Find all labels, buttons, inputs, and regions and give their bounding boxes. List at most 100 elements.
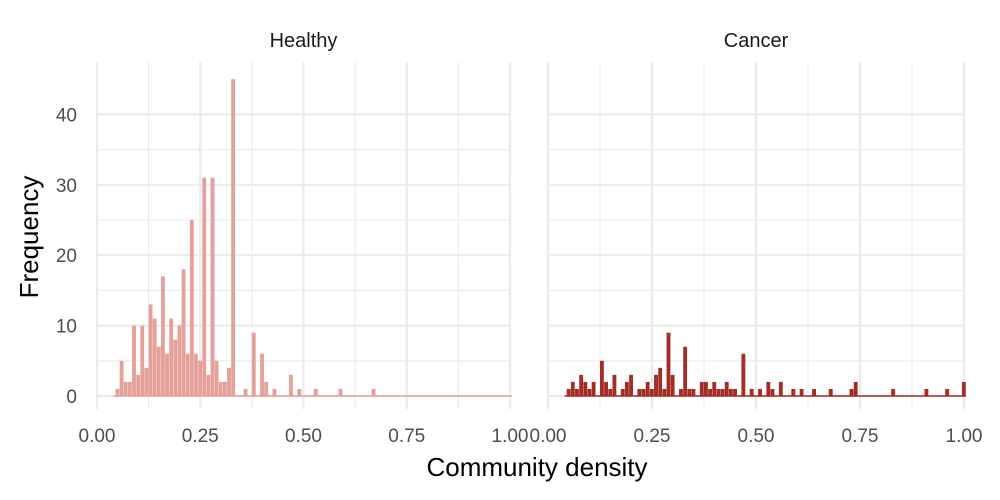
facet-strip-label: Cancer xyxy=(724,30,789,52)
histogram-bar xyxy=(177,325,182,396)
histogram-bar xyxy=(828,388,833,396)
x-tick-label: 0.75 xyxy=(842,426,879,447)
histogram-bar xyxy=(189,220,194,396)
histogram-bar xyxy=(799,388,804,396)
histogram-bar xyxy=(724,381,729,396)
histogram-bar xyxy=(691,388,696,396)
histogram-bar xyxy=(132,325,136,396)
histogram-bar xyxy=(127,381,132,396)
histogram-bar xyxy=(227,367,231,396)
histogram-bar xyxy=(791,388,796,396)
histogram-bar xyxy=(945,388,950,396)
histogram-bar xyxy=(670,374,675,396)
histogram-bar xyxy=(144,367,149,396)
y-tick-label: 30 xyxy=(56,176,77,197)
histogram-bar xyxy=(161,276,165,396)
histogram-bar xyxy=(687,388,692,396)
histogram-bar xyxy=(924,388,929,396)
y-tick-label: 10 xyxy=(56,317,77,338)
histogram-bar xyxy=(587,388,592,396)
histogram-bar xyxy=(728,388,733,396)
histogram-bar xyxy=(666,332,671,396)
histogram-bar xyxy=(243,388,248,396)
histogram-bar xyxy=(194,353,198,396)
histogram-bar xyxy=(272,388,277,396)
y-tick-label: 20 xyxy=(56,246,77,267)
histogram-bar xyxy=(658,367,663,396)
histogram-bar xyxy=(591,381,596,396)
histogram-bar xyxy=(645,381,650,396)
histogram-bar xyxy=(662,388,667,396)
x-tick-label: 0.50 xyxy=(738,426,775,447)
histogram-bar xyxy=(624,381,629,396)
histogram-bar xyxy=(202,177,207,396)
histogram-bar xyxy=(612,374,617,396)
x-tick-label: 0.50 xyxy=(285,426,322,447)
histogram-bar xyxy=(173,339,178,396)
histogram-bar xyxy=(641,388,646,396)
histogram-bar xyxy=(338,388,343,396)
histogram-bar xyxy=(629,374,633,396)
histogram-bar xyxy=(185,353,190,396)
histogram-bar xyxy=(649,388,654,396)
facet-strip-label: Healthy xyxy=(270,30,338,52)
histogram-bar xyxy=(260,353,264,396)
histogram-bar xyxy=(766,381,771,396)
x-tick-label: 0.25 xyxy=(634,426,671,447)
panel-cancer: Cancer 0.00 0.25 0.50 0.75 1.00 xyxy=(530,30,983,447)
histogram-bar xyxy=(778,381,783,396)
histogram-bar xyxy=(165,353,169,396)
histogram-bar xyxy=(251,332,256,396)
x-tick-label: 1.00 xyxy=(492,426,529,447)
histogram-bar xyxy=(712,381,717,396)
histogram-bar xyxy=(119,360,124,396)
histogram-bar xyxy=(679,388,683,396)
histogram-bar xyxy=(115,388,120,396)
histogram-bar xyxy=(583,381,588,396)
histogram-bar xyxy=(891,388,896,396)
histogram-bar xyxy=(749,388,754,396)
x-tick-label: 0.00 xyxy=(79,426,116,447)
histogram-bar xyxy=(264,381,269,396)
histogram-bar xyxy=(198,360,203,396)
histogram-bar xyxy=(148,304,153,396)
histogram-bar xyxy=(570,381,575,396)
histogram-bar xyxy=(210,177,215,396)
histogram-bar xyxy=(849,388,854,396)
histogram-bar xyxy=(699,381,704,396)
histogram-bar xyxy=(704,381,708,396)
y-tick-label: 40 xyxy=(56,105,77,126)
x-tick-label: 0.75 xyxy=(388,426,425,447)
histogram-bar xyxy=(371,388,376,396)
histogram-bar xyxy=(770,388,775,396)
histogram-bar xyxy=(575,388,579,396)
histogram-bar xyxy=(608,388,613,396)
histogram-bar xyxy=(853,381,858,396)
histogram-bar xyxy=(637,388,642,396)
histogram-bar xyxy=(206,374,211,396)
histogram-bar xyxy=(152,318,157,396)
histogram-bar xyxy=(566,388,571,396)
x-tick-label: 1.00 xyxy=(946,426,983,447)
histogram-bar xyxy=(716,388,721,396)
histogram-bar xyxy=(600,360,604,396)
histogram-bar xyxy=(231,79,236,396)
histogram-bar xyxy=(604,381,609,396)
histogram-bar xyxy=(181,269,186,396)
histogram-bar xyxy=(579,374,584,396)
y-axis-title: Frequency xyxy=(14,176,44,299)
histogram-bar xyxy=(136,374,141,396)
histogram-bar xyxy=(758,388,762,396)
histogram-bar xyxy=(733,388,737,396)
y-tick-label: 0 xyxy=(66,387,77,408)
x-axis-title: Community density xyxy=(426,452,647,482)
histogram-bar xyxy=(961,381,966,396)
histogram-bar xyxy=(169,318,174,396)
histogram-bar xyxy=(218,381,223,396)
histogram-bar xyxy=(720,388,725,396)
histogram-bar xyxy=(140,325,145,396)
histogram-bar xyxy=(741,353,746,396)
panel-healthy: Healthy 0.00 0.25 0.50 0.75 1.00 0 10 20 30 40 xyxy=(56,30,529,447)
histogram-bar xyxy=(297,388,302,396)
